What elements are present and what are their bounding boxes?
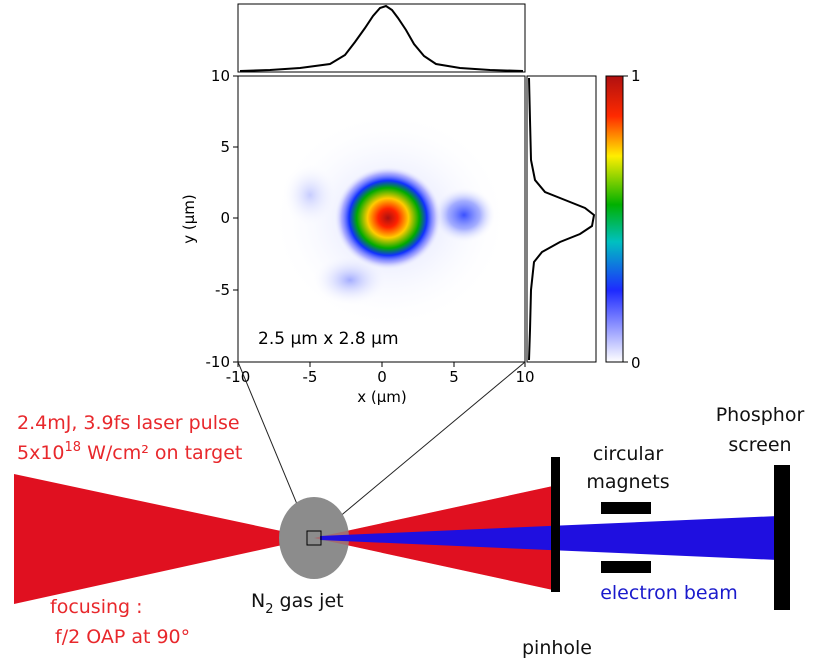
electron-beam-label: electron beam bbox=[600, 582, 738, 604]
x-axis: -10 -5 0 5 10 x (µm) bbox=[226, 362, 535, 406]
pinhole-label: pinhole bbox=[522, 637, 592, 659]
laser-prefix: 5x10 bbox=[17, 442, 65, 464]
magnets-line2: magnets bbox=[586, 471, 669, 493]
colorbar: 1 0 bbox=[605, 67, 641, 372]
incoming-laser-beam bbox=[14, 474, 314, 604]
phosphor-screen bbox=[774, 465, 790, 610]
y-tick-label: -10 bbox=[206, 353, 231, 371]
vertical-lineout bbox=[526, 75, 597, 363]
magnet-bottom bbox=[601, 561, 651, 573]
x-tick-label: 0 bbox=[377, 368, 387, 386]
screen-line1: Phosphor bbox=[716, 404, 805, 426]
spot-size-annotation: 2.5 µm x 2.8 µm bbox=[258, 329, 399, 349]
screen-line2: screen bbox=[728, 434, 791, 456]
colorbar-max-label: 1 bbox=[631, 67, 641, 85]
magnets-line1: circular bbox=[593, 443, 664, 465]
x-axis-label: x (µm) bbox=[357, 388, 407, 406]
focus-box bbox=[306, 530, 322, 546]
y-tick-label: -5 bbox=[215, 281, 230, 299]
y-tick-label: 0 bbox=[220, 209, 230, 227]
x-tick-label: 10 bbox=[515, 368, 534, 386]
focusing-line1: focusing : bbox=[50, 596, 143, 618]
electron-beam bbox=[320, 516, 778, 560]
central-spot bbox=[334, 166, 442, 270]
horizontal-lineout bbox=[237, 3, 526, 73]
gas-jet bbox=[279, 497, 349, 579]
y-tick-label: 5 bbox=[220, 138, 230, 156]
focal-spot-image bbox=[238, 76, 525, 362]
laser-text-line2: 5x1018 W/cm² on target bbox=[17, 440, 242, 464]
side-lobe-left bbox=[282, 163, 338, 227]
pinhole-plate bbox=[551, 457, 560, 592]
gas-jet-prefix: N bbox=[251, 590, 265, 612]
laser-text-line1: 2.4mJ, 3.9fs laser pulse bbox=[17, 412, 240, 434]
gas-jet-label: N2 gas jet bbox=[251, 590, 344, 617]
laser-suffix: W/cm² on target bbox=[81, 442, 242, 464]
side-lobe-lower bbox=[312, 254, 388, 306]
gas-jet-suffix: gas jet bbox=[274, 590, 344, 612]
x-tick-label: -10 bbox=[226, 368, 251, 386]
zoom-line-right bbox=[319, 361, 526, 534]
gas-jet-subscript: 2 bbox=[265, 602, 273, 617]
y-tick-label: 10 bbox=[211, 67, 230, 85]
focusing-line2: f/2 OAP at 90° bbox=[55, 626, 190, 648]
y-axis: 10 5 0 -5 -10 y (µm) bbox=[180, 67, 238, 371]
x-tick-label: 5 bbox=[449, 368, 459, 386]
side-lobe-right bbox=[432, 187, 496, 243]
laser-exponent: 18 bbox=[65, 440, 82, 455]
colorbar-min-label: 0 bbox=[631, 354, 641, 372]
x-tick-label: -5 bbox=[303, 368, 318, 386]
magnet-top bbox=[601, 502, 651, 514]
y-axis-label: y (µm) bbox=[180, 194, 198, 244]
